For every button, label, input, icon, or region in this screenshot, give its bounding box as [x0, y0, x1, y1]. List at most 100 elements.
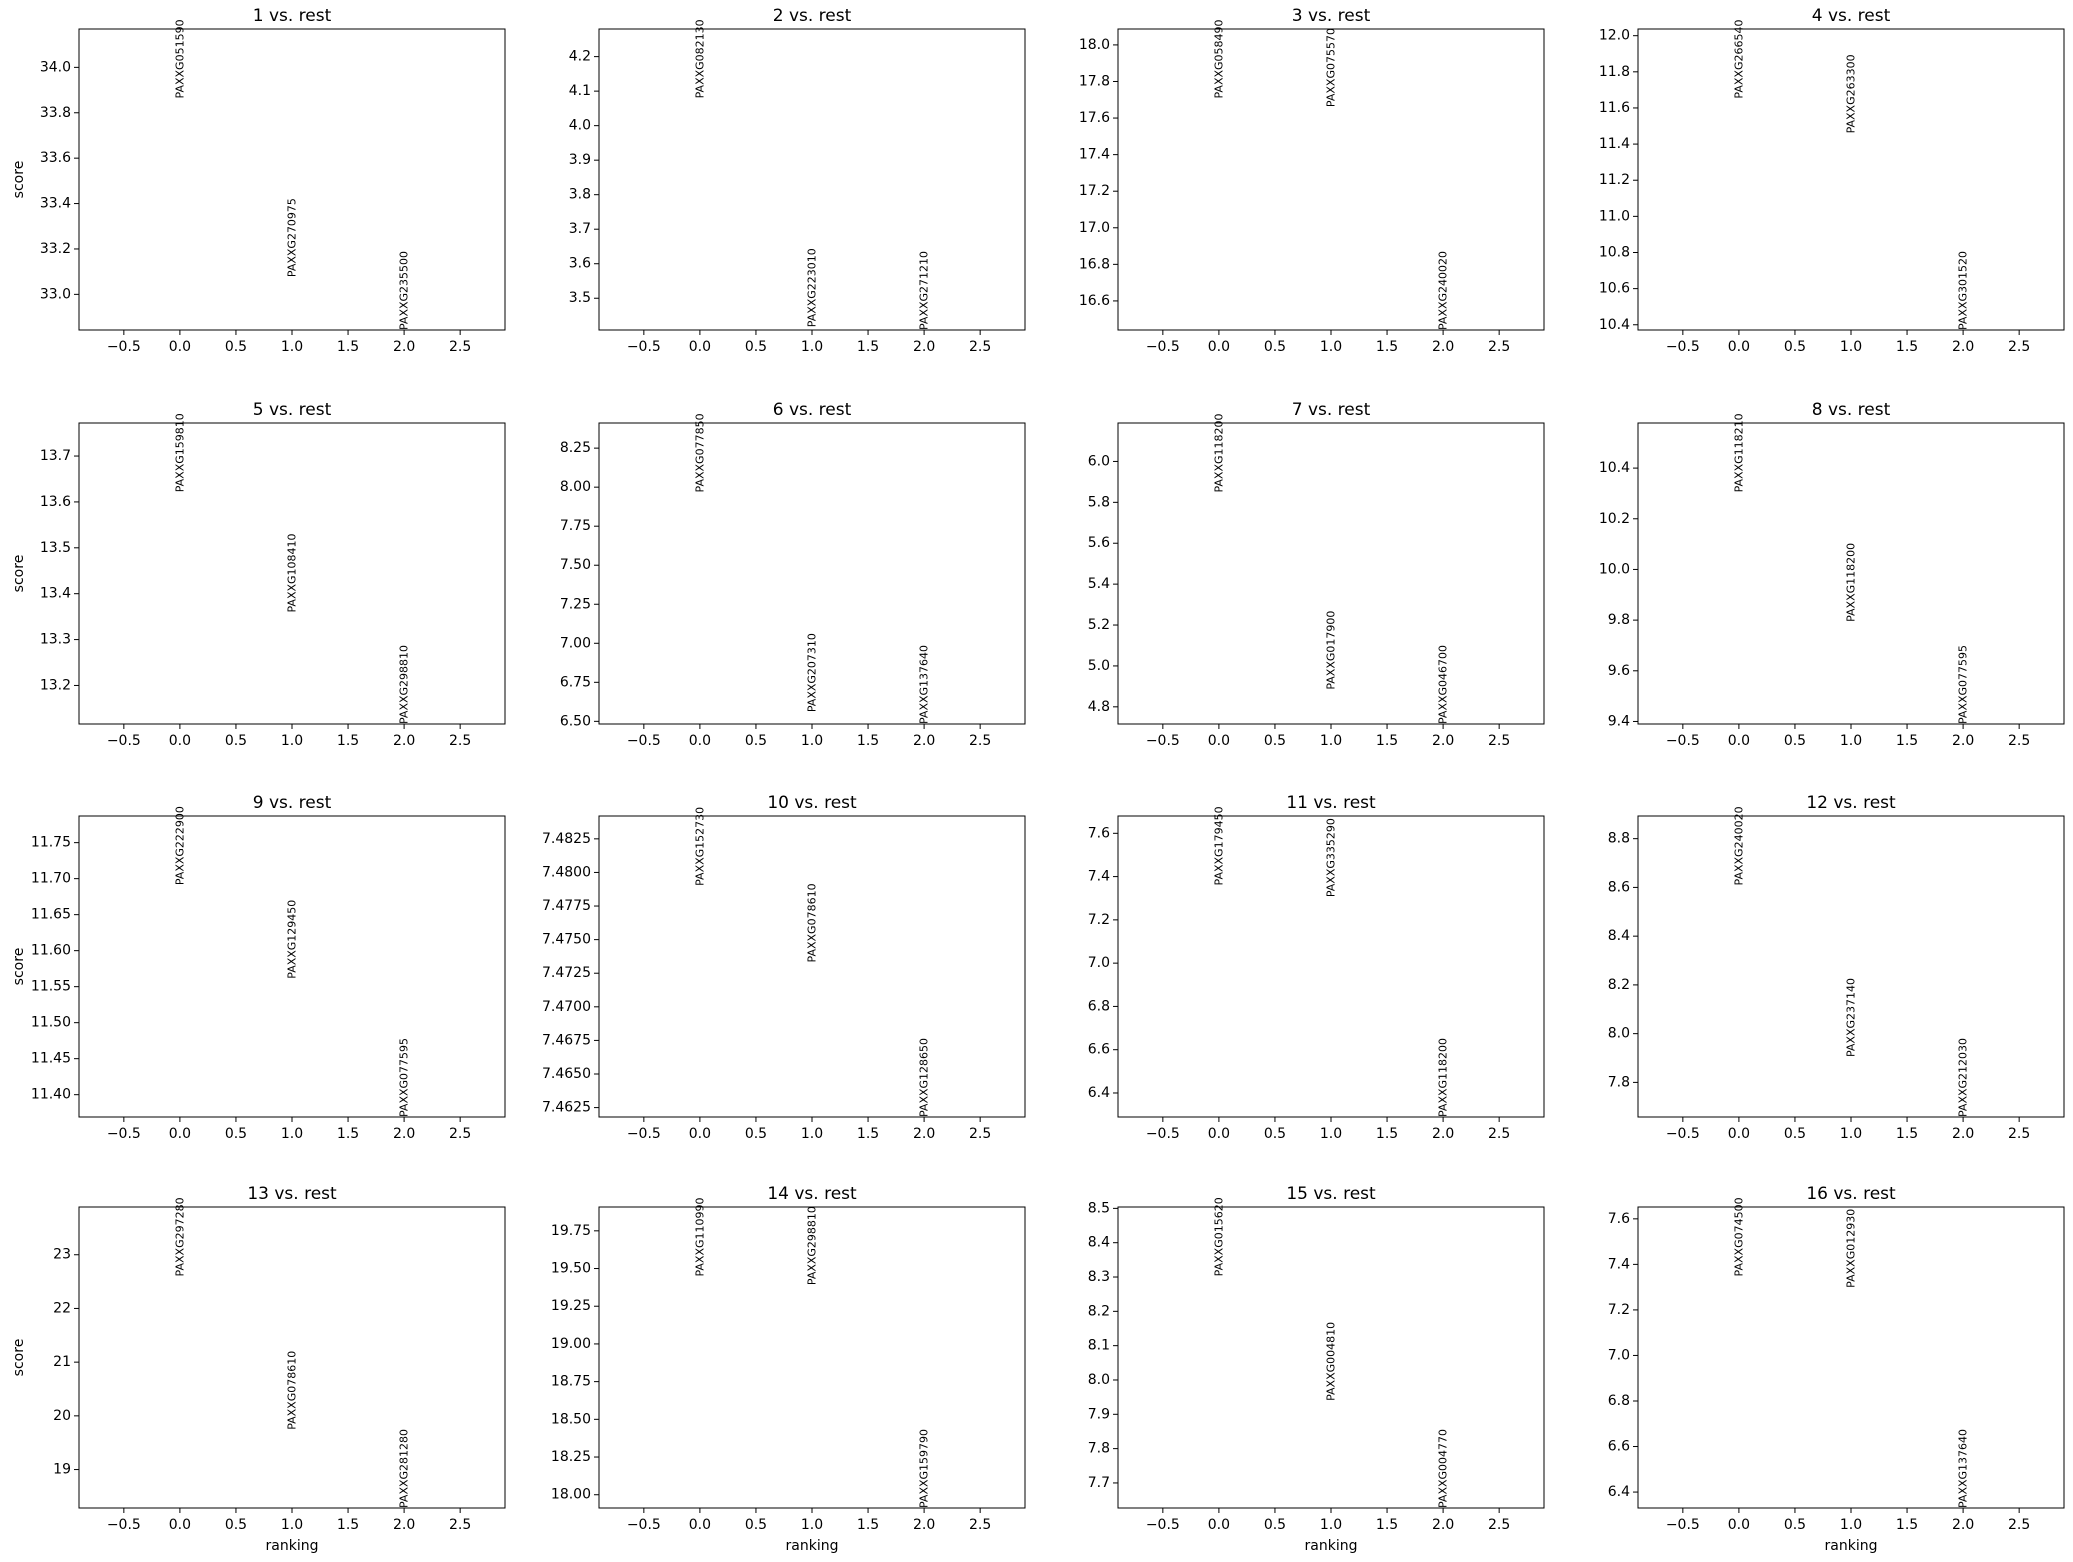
- subplot-title: 16 vs. rest: [1806, 1184, 1896, 1204]
- x-tick-label: 1.0: [1320, 339, 1342, 355]
- x-tick-label: 1.5: [1376, 339, 1398, 355]
- subplot: 2 vs. rest −0.5 0.0 0.5 1.0 1.5 2.0 2.5 3.5 3.6 3.…: [569, 6, 1026, 355]
- x-tick-label: 1.5: [1896, 339, 1918, 355]
- y-tick-label: 6.6: [1608, 1439, 1630, 1455]
- x-tick-label: 1.5: [337, 339, 359, 355]
- gene-label: PAXXG207310: [806, 633, 819, 712]
- subplot-title: 2 vs. rest: [773, 6, 852, 26]
- gene-label: PAXXG159790: [918, 1429, 931, 1508]
- gene-label: PAXXG301520: [1957, 251, 1970, 330]
- x-tick-label: 1.5: [857, 339, 879, 355]
- x-tick-label: 2.0: [1432, 339, 1454, 355]
- y-tick-label: 11.40: [31, 1087, 71, 1103]
- y-tick-label: 6.8: [1088, 998, 1110, 1014]
- y-tick-label: 13.2: [40, 677, 71, 693]
- y-tick-label: 11.60: [31, 943, 71, 959]
- x-tick-label: 1.5: [1896, 733, 1918, 749]
- x-tick-label: −0.5: [1146, 733, 1180, 749]
- gene-label: PAXXG012930: [1845, 1209, 1858, 1288]
- y-tick-label: 8.3: [1088, 1269, 1110, 1285]
- y-tick-label: 21: [53, 1354, 71, 1370]
- subplot-title: 5 vs. rest: [253, 400, 332, 420]
- x-tick-label: −0.5: [627, 1517, 661, 1533]
- x-tick-label: −0.5: [627, 733, 661, 749]
- gene-label: PAXXG058490: [1212, 19, 1225, 98]
- gene-label: PAXXG212030: [1957, 1038, 1970, 1117]
- subplot-title: 6 vs. rest: [773, 400, 852, 420]
- y-tick-label: 23: [53, 1247, 71, 1263]
- y-tick-label: 12.0: [1599, 28, 1630, 44]
- gene-label: PAXXG078610: [806, 883, 819, 962]
- y-tick-label: 13.3: [40, 632, 71, 648]
- subplot: 16 vs. rest −0.5 0.0 0.5 1.0 1.5 2.0 2.5 6.4 6.6 6…: [1608, 1184, 2065, 1554]
- y-tick-label: 13.4: [40, 586, 71, 602]
- x-tick-label: 1.0: [1840, 339, 1862, 355]
- y-tick-label: 8.25: [560, 440, 591, 456]
- x-tick-label: 2.5: [1488, 1126, 1510, 1142]
- gene-label: PAXXG017900: [1325, 611, 1338, 690]
- x-tick-label: 2.5: [1488, 1517, 1510, 1533]
- gene-label: PAXXG129450: [286, 900, 299, 979]
- subplot-title: 1 vs. rest: [253, 6, 332, 26]
- y-tick-label: 17.4: [1079, 147, 1110, 163]
- y-tick-label: 13.6: [40, 494, 71, 510]
- y-tick-label: 11.50: [31, 1015, 71, 1031]
- y-tick-label: 8.5: [1088, 1200, 1110, 1216]
- y-tick-label: 9.4: [1608, 713, 1630, 729]
- x-tick-label: 2.5: [449, 733, 471, 749]
- y-tick-label: 7.4750: [542, 932, 591, 948]
- y-tick-label: 5.2: [1088, 617, 1110, 633]
- gene-label: PAXXG128650: [918, 1038, 931, 1117]
- x-tick-label: 2.0: [913, 1517, 935, 1533]
- y-tick-label: 11.45: [31, 1051, 71, 1067]
- subplot: 10 vs. rest −0.5 0.0 0.5 1.0 1.5 2.0 2.5 7.4625 7…: [542, 793, 1026, 1142]
- x-tick-label: 0.5: [1784, 339, 1806, 355]
- x-tick-label: 2.0: [1432, 1517, 1454, 1533]
- gene-label: PAXXG077850: [693, 413, 706, 492]
- y-tick-label: 19.25: [551, 1298, 591, 1314]
- gene-label: PAXXG223010: [806, 248, 819, 327]
- x-tick-label: 0.5: [225, 733, 247, 749]
- y-tick-label: 6.0: [1088, 453, 1110, 469]
- y-tick-label: 6.6: [1088, 1042, 1110, 1058]
- subplot-title: 10 vs. rest: [767, 793, 857, 813]
- x-tick-label: −0.5: [627, 1126, 661, 1142]
- x-tick-label: −0.5: [107, 1517, 141, 1533]
- y-tick-label: 17.6: [1079, 110, 1110, 126]
- x-tick-label: 1.0: [801, 1517, 823, 1533]
- y-tick-label: 18.00: [551, 1487, 591, 1503]
- y-tick-label: 4.0: [569, 118, 591, 134]
- x-tick-label: 2.0: [1432, 733, 1454, 749]
- x-tick-label: −0.5: [107, 733, 141, 749]
- x-tick-label: 0.5: [225, 339, 247, 355]
- x-tick-label: 2.5: [2008, 1517, 2030, 1533]
- x-tick-label: 0.5: [745, 733, 767, 749]
- y-tick-label: 9.8: [1608, 612, 1630, 628]
- x-axis-label: ranking: [1305, 1538, 1358, 1554]
- y-tick-label: 11.4: [1599, 136, 1630, 152]
- x-tick-label: 1.0: [801, 1126, 823, 1142]
- y-tick-label: 7.6: [1608, 1211, 1630, 1227]
- x-tick-label: 0.0: [1728, 339, 1750, 355]
- x-tick-label: 2.5: [2008, 733, 2030, 749]
- y-tick-label: 33.8: [40, 105, 71, 121]
- x-tick-label: 0.0: [1208, 1126, 1230, 1142]
- x-tick-label: 2.0: [1952, 1126, 1974, 1142]
- y-tick-label: 22: [53, 1300, 71, 1316]
- y-axis-label: score: [11, 555, 27, 593]
- x-tick-label: 2.0: [913, 1126, 935, 1142]
- y-tick-label: 17.2: [1079, 183, 1110, 199]
- y-tick-label: 7.4625: [542, 1100, 591, 1116]
- gene-label: PAXXG108410: [286, 533, 299, 612]
- y-axis-label: score: [11, 948, 27, 986]
- x-tick-label: −0.5: [1666, 733, 1700, 749]
- x-tick-label: 0.5: [1784, 1517, 1806, 1533]
- x-tick-label: 0.0: [1208, 733, 1230, 749]
- x-tick-label: 0.5: [1264, 339, 1286, 355]
- y-tick-label: 6.4: [1608, 1484, 1630, 1500]
- gene-label: PAXXG266540: [1732, 20, 1745, 99]
- y-tick-label: 8.4: [1088, 1235, 1110, 1251]
- gene-label: PAXXG222900: [173, 806, 186, 885]
- y-tick-label: 7.2: [1608, 1302, 1630, 1318]
- y-tick-label: 5.8: [1088, 494, 1110, 510]
